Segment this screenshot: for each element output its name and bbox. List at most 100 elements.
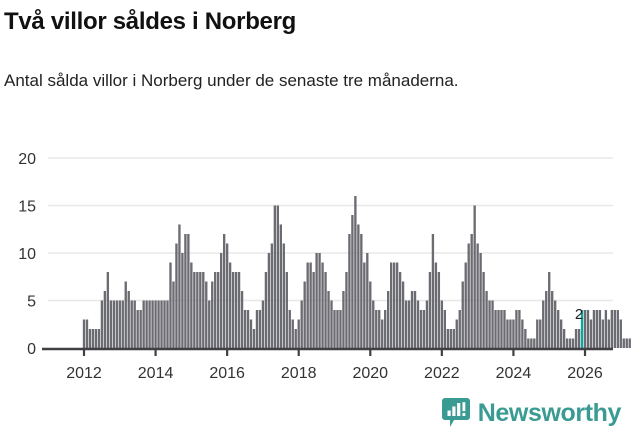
bar [267, 253, 271, 348]
bar [401, 281, 405, 348]
bar [121, 300, 124, 348]
bar [217, 272, 220, 348]
page-title: Två villor såldes i Norberg [4, 8, 297, 35]
bar [491, 300, 494, 348]
bar [375, 310, 378, 348]
bar [545, 291, 548, 348]
bar [410, 291, 414, 348]
bar [228, 262, 232, 348]
bar [109, 300, 113, 348]
bar [199, 272, 202, 348]
bar [381, 319, 384, 348]
bar [312, 272, 315, 348]
bar [288, 310, 291, 348]
bar [151, 300, 154, 348]
bar [455, 319, 458, 348]
bar-chart-bubble-icon [441, 398, 470, 427]
bars-group [82, 196, 631, 348]
bar [592, 310, 596, 348]
bar [264, 272, 268, 348]
bar [163, 300, 166, 348]
bar [196, 272, 199, 348]
bar [476, 243, 479, 348]
y-axis-tick-label: 0 [27, 341, 36, 358]
bar [169, 262, 172, 348]
bar [530, 338, 533, 348]
bar [348, 234, 351, 348]
bar [440, 300, 444, 348]
bar [562, 329, 566, 348]
bar [187, 234, 190, 348]
bar [321, 262, 324, 348]
bar [136, 310, 139, 348]
bar [154, 300, 157, 348]
bar [479, 253, 482, 348]
bar [339, 310, 342, 348]
bar [524, 329, 527, 348]
x-axis-tick-label: 2022 [424, 365, 460, 382]
bar [586, 310, 590, 348]
bar [488, 300, 491, 348]
bar [625, 338, 628, 348]
bar [178, 224, 181, 348]
bar [378, 310, 381, 348]
y-axis-tick-label: 20 [18, 151, 36, 168]
bar [243, 310, 247, 348]
bar [330, 300, 333, 348]
bar [425, 300, 429, 348]
value-annotations: 2 [575, 306, 583, 323]
bar [428, 272, 432, 348]
bar [240, 291, 244, 348]
bar [404, 300, 408, 348]
bar [181, 253, 184, 348]
y-axis-tick-labels: 0 5 10 15 20 [18, 151, 36, 358]
bar [145, 300, 148, 348]
bar [190, 262, 193, 348]
bar [556, 310, 560, 348]
bar [527, 338, 530, 348]
bar [127, 291, 130, 348]
bar [387, 291, 390, 348]
x-axis-tick-label: 2012 [66, 365, 102, 382]
bar [300, 300, 303, 348]
bar [395, 262, 399, 348]
bar [97, 329, 101, 348]
bar [291, 319, 294, 348]
bar [160, 300, 163, 348]
bar [103, 291, 107, 348]
gridlines [48, 157, 613, 302]
bar [327, 291, 330, 348]
bar [470, 234, 473, 348]
bar [571, 338, 575, 348]
bar [100, 300, 104, 348]
bar [106, 272, 110, 348]
bar [497, 310, 500, 348]
bar [333, 310, 336, 348]
bar [133, 300, 136, 348]
bar [515, 310, 518, 348]
bar [446, 329, 449, 348]
bar [506, 319, 509, 348]
bar [518, 310, 521, 348]
bar [536, 319, 539, 348]
bar [539, 319, 542, 348]
bar [372, 300, 375, 348]
bar [601, 319, 605, 348]
y-axis-tick-label: 5 [27, 294, 36, 311]
bar [360, 234, 363, 348]
bar [225, 243, 229, 348]
y-axis-tick-label: 10 [18, 246, 36, 263]
bar [533, 338, 536, 348]
bar [303, 281, 306, 348]
bar [306, 262, 309, 348]
bar [91, 329, 95, 348]
bar [604, 310, 608, 348]
bar [548, 272, 551, 348]
bar [467, 243, 470, 348]
bar [398, 272, 402, 348]
chart-footer: Newsworthy [0, 392, 631, 439]
bar [222, 234, 226, 348]
bar [184, 234, 187, 348]
bar [315, 253, 318, 348]
